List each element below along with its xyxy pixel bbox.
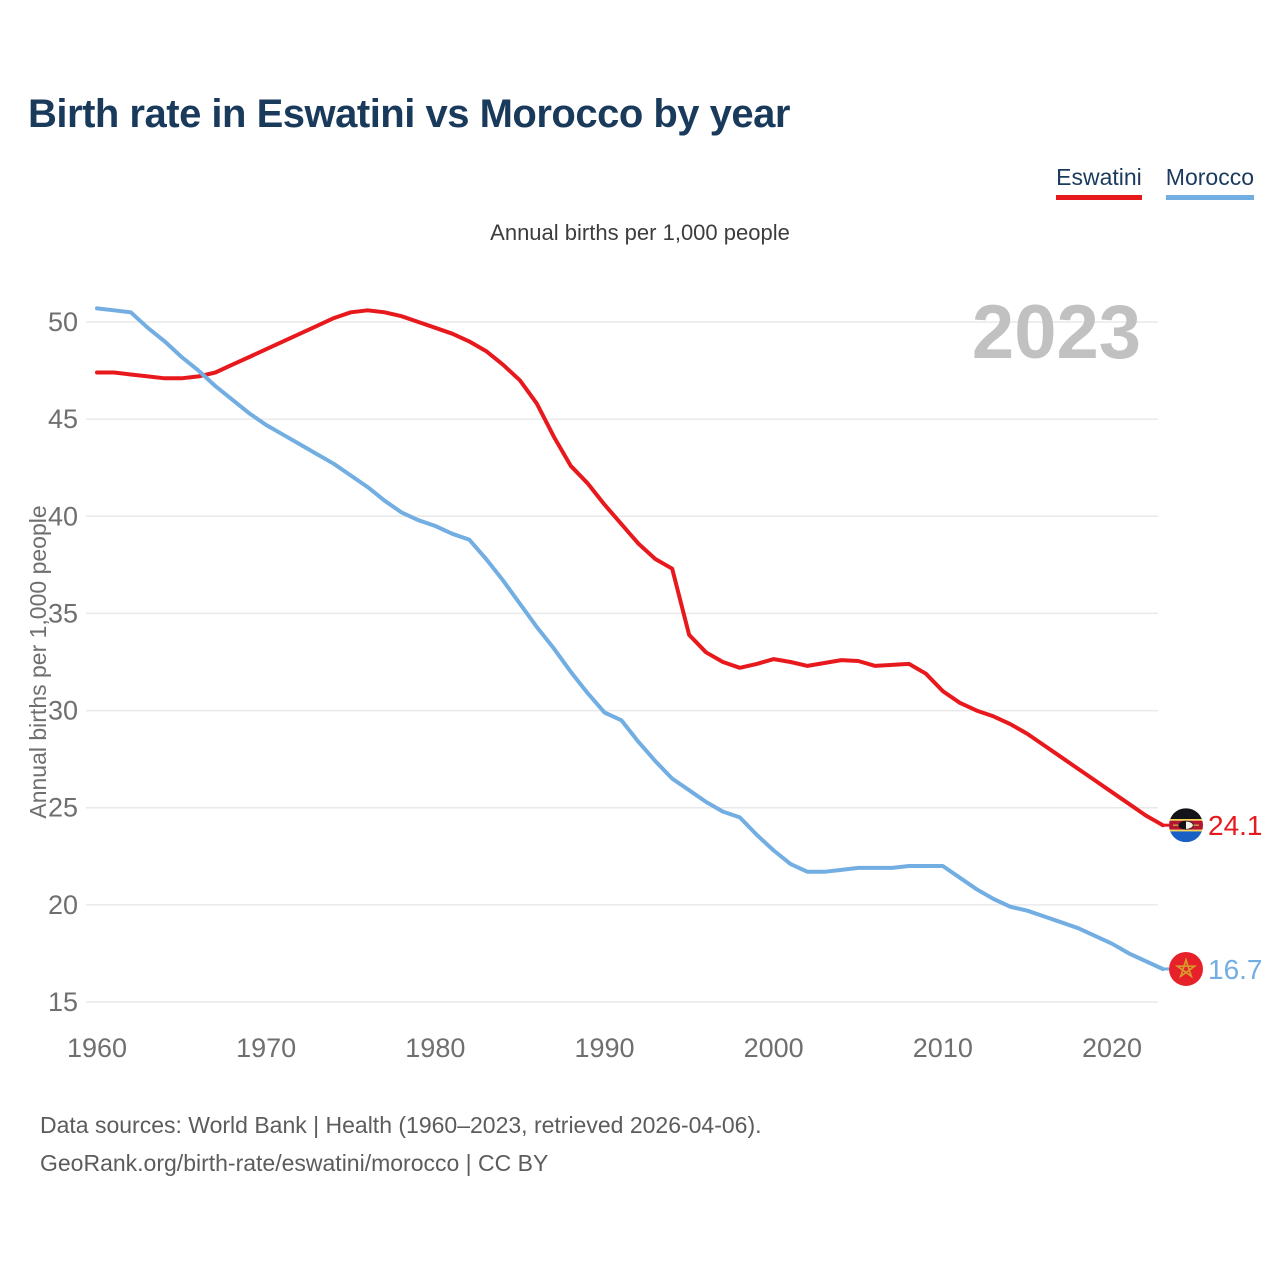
x-tick-label-2010: 2010 — [913, 1033, 973, 1063]
x-tick-label-1960: 1960 — [67, 1033, 127, 1063]
legend: Eswatini Morocco — [1056, 164, 1254, 200]
page-title: Birth rate in Eswatini vs Morocco by yea… — [28, 92, 790, 136]
watermark-year: 2023 — [972, 290, 1141, 375]
legend-item-morocco[interactable]: Morocco — [1165, 164, 1254, 200]
x-tick-label-2000: 2000 — [744, 1033, 804, 1063]
y-tick-label-50: 50 — [48, 307, 78, 337]
footer-sources: Data sources: World Bank | Health (1960–… — [40, 1112, 762, 1138]
y-tick-label-30: 30 — [48, 696, 78, 726]
y-axis-title: Annual births per 1,000 people — [25, 505, 51, 818]
series-line-eswatini — [95, 308, 1165, 828]
end-value-eswatini: 24.1 — [1208, 810, 1263, 841]
legend-label-morocco: Morocco — [1165, 164, 1254, 190]
x-tick-label-1970: 1970 — [236, 1033, 296, 1063]
x-tick-label-2020: 2020 — [1082, 1033, 1142, 1063]
chart-subtitle: Annual births per 1,000 people — [490, 220, 790, 245]
legend-label-eswatini: Eswatini — [1056, 164, 1142, 190]
legend-item-eswatini[interactable]: Eswatini — [1056, 164, 1142, 200]
y-tick-label-40: 40 — [48, 501, 78, 531]
morocco-flag-icon — [1169, 951, 1203, 986]
y-tick-label-35: 35 — [48, 598, 78, 628]
end-value-morocco: 16.7 — [1208, 954, 1263, 985]
footer-attribution: GeoRank.org/birth-rate/eswatini/morocco … — [40, 1150, 549, 1176]
y-tick-label-15: 15 — [48, 987, 78, 1017]
x-tick-label-1990: 1990 — [574, 1033, 634, 1063]
x-tick-label-1980: 1980 — [405, 1033, 465, 1063]
eswatini-flag-icon — [1169, 808, 1203, 843]
y-tick-label-45: 45 — [48, 404, 78, 434]
y-tick-label-20: 20 — [48, 890, 78, 920]
y-tick-label-25: 25 — [48, 793, 78, 823]
series-line-morocco — [95, 306, 1165, 971]
footer: Data sources: World Bank | Health (1960–… — [40, 1106, 762, 1182]
